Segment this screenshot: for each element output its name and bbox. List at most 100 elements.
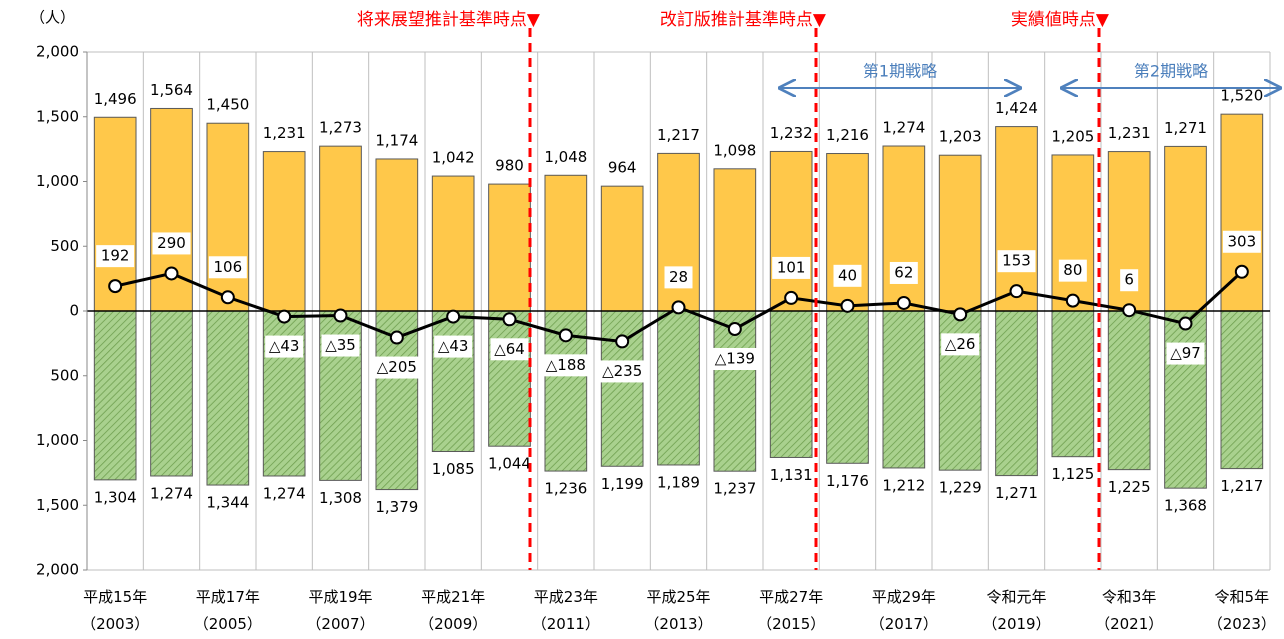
bar-label: 1,217 bbox=[1220, 477, 1263, 495]
bar bbox=[882, 145, 926, 312]
net-point bbox=[1009, 284, 1024, 299]
bar bbox=[431, 310, 475, 453]
y-tick-label: 1,500 bbox=[36, 107, 79, 125]
net-point bbox=[389, 330, 404, 345]
net-label-box bbox=[208, 256, 247, 279]
net-label: 153 bbox=[1002, 252, 1031, 270]
net-label: 28 bbox=[669, 268, 688, 286]
bar-label: 1,520 bbox=[1220, 87, 1263, 105]
bar bbox=[1164, 145, 1207, 312]
bar-label: 1,424 bbox=[995, 99, 1038, 117]
bar-label: 1,176 bbox=[826, 472, 869, 490]
x-tick-label: 平成29年（2017） bbox=[870, 588, 938, 633]
net-label: △205 bbox=[377, 358, 417, 376]
bar-label: 1,274 bbox=[263, 484, 306, 502]
bar-label: 1,271 bbox=[995, 484, 1038, 502]
net-label-box bbox=[96, 245, 135, 268]
net-label-box bbox=[434, 335, 473, 358]
bar-label: 1,048 bbox=[544, 148, 587, 166]
net-label-box bbox=[152, 232, 191, 255]
net-label: △35 bbox=[325, 336, 356, 354]
bar bbox=[1051, 310, 1095, 458]
x-tick-label: 平成15年（2003） bbox=[81, 588, 149, 633]
net-point bbox=[1234, 264, 1249, 279]
net-label-box bbox=[772, 256, 811, 279]
net-label: △139 bbox=[715, 350, 755, 368]
bar bbox=[93, 310, 137, 481]
net-point bbox=[333, 308, 348, 323]
net-point bbox=[953, 307, 968, 322]
net-point bbox=[446, 309, 461, 324]
bar-label: 1,131 bbox=[770, 466, 813, 484]
bar bbox=[262, 151, 306, 312]
net-label: 6 bbox=[1124, 271, 1134, 289]
bar-label: 1,308 bbox=[319, 489, 362, 507]
x-tick-label: 平成25年（2013） bbox=[644, 588, 712, 633]
net-label: 80 bbox=[1063, 261, 1082, 279]
bar-label: 1,273 bbox=[319, 119, 362, 137]
bar bbox=[93, 116, 137, 312]
bar-label: 1,496 bbox=[94, 90, 137, 108]
net-label: 106 bbox=[214, 258, 243, 276]
bar-label: 1,236 bbox=[544, 480, 587, 498]
net-label: △64 bbox=[494, 340, 525, 358]
bar bbox=[995, 126, 1038, 312]
bar-label: 1,199 bbox=[601, 475, 644, 493]
bar-label: 1,231 bbox=[263, 124, 306, 142]
net-label: 62 bbox=[894, 263, 913, 281]
x-tick-label: 平成17年（2005） bbox=[194, 588, 262, 633]
net-point bbox=[502, 312, 517, 327]
bar-label: 1,564 bbox=[150, 81, 193, 99]
net-label-box bbox=[1120, 269, 1139, 292]
bar-label: 1,216 bbox=[826, 126, 869, 144]
x-tick-label: 平成19年（2007） bbox=[306, 588, 374, 633]
net-label-box bbox=[598, 360, 647, 383]
bar bbox=[375, 158, 419, 312]
bar-label: 1,368 bbox=[1164, 497, 1207, 515]
bar bbox=[431, 175, 475, 312]
bar-label: 1,274 bbox=[882, 119, 925, 137]
net-point bbox=[108, 279, 123, 294]
bar bbox=[319, 145, 362, 312]
bar-label: 1,044 bbox=[488, 455, 531, 473]
bar-label: 1,271 bbox=[1164, 119, 1207, 137]
bar bbox=[713, 168, 757, 312]
bar bbox=[600, 185, 644, 312]
net-point bbox=[277, 309, 292, 324]
net-label-box bbox=[1166, 342, 1205, 365]
bar-label: 1,212 bbox=[882, 476, 925, 494]
y-tick-label: 1,500 bbox=[36, 496, 79, 514]
net-point bbox=[615, 334, 630, 349]
net-label: 192 bbox=[101, 247, 130, 265]
bar-label: 980 bbox=[495, 157, 524, 175]
x-tick-label: 平成21年（2009） bbox=[419, 588, 487, 633]
bar bbox=[938, 154, 982, 312]
bar-label: 1,042 bbox=[432, 149, 475, 167]
net-label-box bbox=[664, 266, 693, 289]
net-point bbox=[220, 290, 235, 305]
bar-label: 1,225 bbox=[1108, 478, 1151, 496]
net-point bbox=[840, 298, 855, 313]
bar-label: 1,274 bbox=[150, 484, 193, 502]
x-tick-label: 平成23年（2011） bbox=[532, 588, 600, 633]
net-label-box bbox=[1222, 230, 1261, 253]
bar bbox=[150, 310, 193, 477]
net-point bbox=[784, 290, 799, 305]
x-tick-label: 令和5年（2023） bbox=[1208, 588, 1276, 633]
net-point bbox=[1178, 316, 1193, 331]
net-label: △235 bbox=[602, 362, 642, 380]
bar-label: 1,098 bbox=[713, 141, 756, 159]
marker-label: 改訂版推計基準時点▼ bbox=[660, 10, 827, 30]
y-tick-label: 2,000 bbox=[36, 561, 79, 579]
y-tick-label: 2,000 bbox=[36, 43, 79, 61]
bar-label: 1,450 bbox=[206, 96, 249, 114]
bar bbox=[769, 310, 813, 458]
net-label-box bbox=[997, 250, 1036, 273]
bar-label: 964 bbox=[608, 159, 637, 177]
bar-label: 1,217 bbox=[657, 126, 700, 144]
bar bbox=[488, 310, 531, 447]
y-tick-label: 500 bbox=[50, 366, 79, 384]
bar-label: 1,231 bbox=[1108, 124, 1151, 142]
net-label-box bbox=[889, 261, 918, 284]
